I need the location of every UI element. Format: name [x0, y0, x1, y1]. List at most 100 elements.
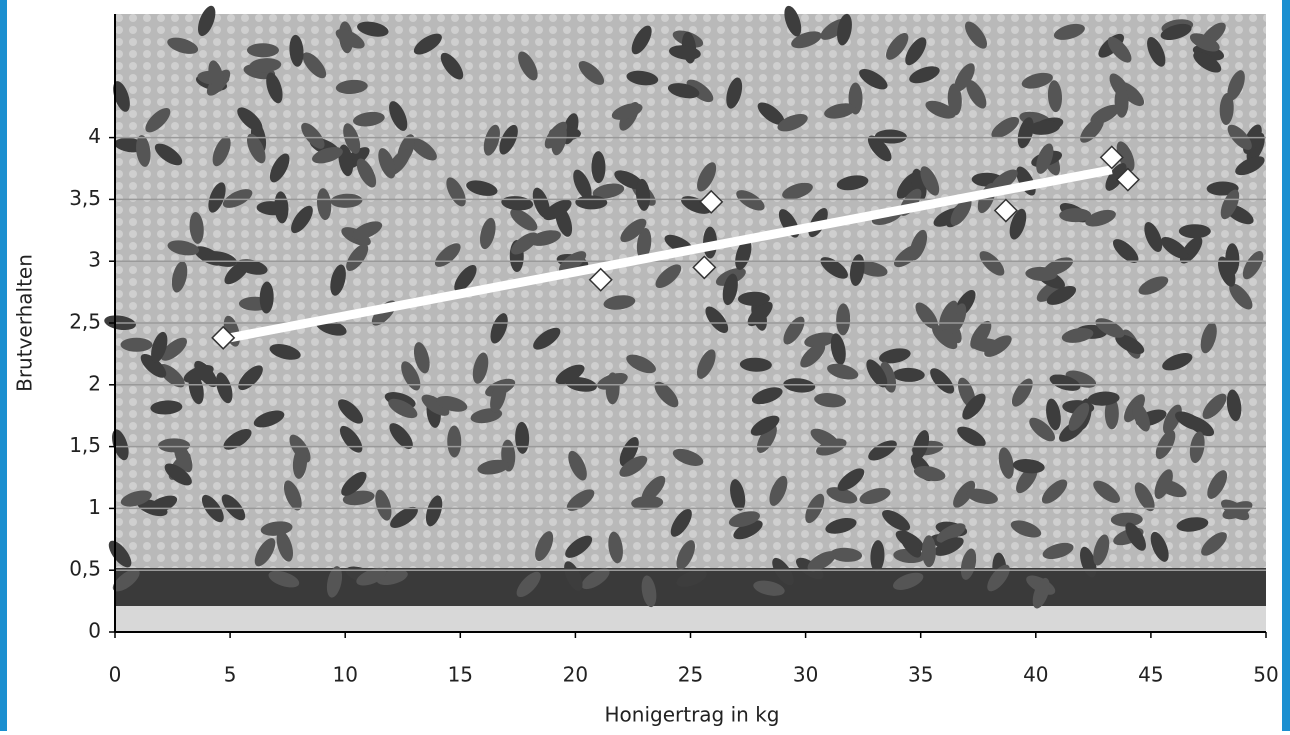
- bee: [1229, 283, 1253, 310]
- bee: [1107, 36, 1132, 63]
- bee: [330, 264, 346, 296]
- bee: [1147, 36, 1166, 67]
- x-tick-label: 35: [908, 663, 933, 687]
- bee: [483, 124, 500, 156]
- bee: [1042, 542, 1074, 560]
- bee: [987, 564, 1010, 592]
- bee: [436, 395, 468, 412]
- bee: [608, 531, 623, 564]
- bee: [140, 353, 167, 378]
- bee: [619, 436, 639, 467]
- bee: [1021, 72, 1053, 89]
- bee: [223, 428, 252, 450]
- bee: [390, 506, 418, 528]
- bee: [1200, 322, 1217, 354]
- x-tick-label: 20: [563, 663, 588, 687]
- bee: [212, 136, 231, 167]
- bee: [529, 230, 561, 246]
- bee: [984, 335, 1012, 357]
- bee: [966, 488, 998, 505]
- bee: [246, 43, 279, 58]
- x-tick-label: 30: [793, 663, 818, 687]
- bee: [824, 103, 856, 119]
- bee: [568, 450, 587, 481]
- data-point: [699, 189, 724, 214]
- bee: [1201, 532, 1227, 556]
- bee: [620, 218, 647, 243]
- bee: [874, 129, 907, 144]
- bee: [753, 580, 785, 596]
- bee: [516, 571, 541, 598]
- bee: [136, 135, 151, 167]
- bee: [1068, 402, 1090, 431]
- bee: [1059, 208, 1092, 223]
- bee: [189, 211, 204, 244]
- bee: [1125, 522, 1146, 551]
- bee: [668, 45, 701, 60]
- bee: [194, 360, 218, 388]
- x-tick-label: 50: [1253, 663, 1278, 687]
- bee: [641, 575, 657, 608]
- bee: [1131, 401, 1151, 432]
- bee: [849, 254, 865, 286]
- bee: [867, 135, 892, 162]
- bee: [388, 398, 418, 419]
- x-tick-label: 25: [678, 663, 703, 687]
- data-point: [1099, 145, 1124, 170]
- bee: [466, 180, 498, 196]
- bee: [998, 447, 1014, 479]
- bee: [581, 568, 610, 590]
- bee: [260, 521, 293, 536]
- bee: [1093, 534, 1110, 566]
- bee: [879, 348, 911, 364]
- bee: [868, 440, 897, 461]
- bee: [1144, 222, 1163, 253]
- bee: [807, 551, 837, 572]
- bee: [747, 301, 773, 327]
- bee: [535, 531, 554, 562]
- bee: [113, 81, 130, 112]
- bee: [197, 5, 216, 37]
- bee: [335, 29, 365, 49]
- bee: [1207, 470, 1228, 499]
- bee: [619, 455, 648, 477]
- data-point: [692, 255, 717, 280]
- bee: [592, 183, 625, 199]
- bee: [236, 259, 268, 275]
- bee: [636, 228, 652, 260]
- bee: [859, 487, 891, 505]
- bee: [353, 111, 385, 127]
- bee: [578, 61, 605, 85]
- bee: [1189, 33, 1220, 52]
- bee: [413, 33, 442, 55]
- bee: [836, 175, 869, 191]
- y-tick-label: 2,5: [69, 310, 101, 334]
- bee: [905, 37, 927, 66]
- bee: [947, 83, 962, 116]
- bee: [454, 264, 477, 292]
- y-tick-label: 1,5: [69, 433, 101, 457]
- bee: [1028, 120, 1061, 135]
- bee: [1047, 80, 1063, 113]
- bee: [1134, 482, 1155, 512]
- bee: [510, 208, 538, 231]
- bee: [490, 313, 508, 344]
- x-tick-label: 40: [1023, 663, 1048, 687]
- bee: [730, 479, 746, 511]
- bee: [830, 547, 863, 562]
- bee: [205, 251, 237, 267]
- bee: [477, 459, 510, 475]
- bee: [425, 495, 443, 527]
- bee: [1087, 391, 1120, 406]
- bee: [751, 387, 783, 405]
- bee: [626, 354, 656, 374]
- frame-border: [1282, 0, 1290, 731]
- bee: [899, 530, 922, 558]
- y-tick-label: 2: [88, 371, 101, 395]
- bee: [1110, 512, 1143, 527]
- x-tick-label: 0: [109, 663, 122, 687]
- bee: [1227, 70, 1245, 101]
- background-photo: [104, 5, 1266, 632]
- bee: [150, 400, 183, 415]
- bee: [655, 264, 682, 289]
